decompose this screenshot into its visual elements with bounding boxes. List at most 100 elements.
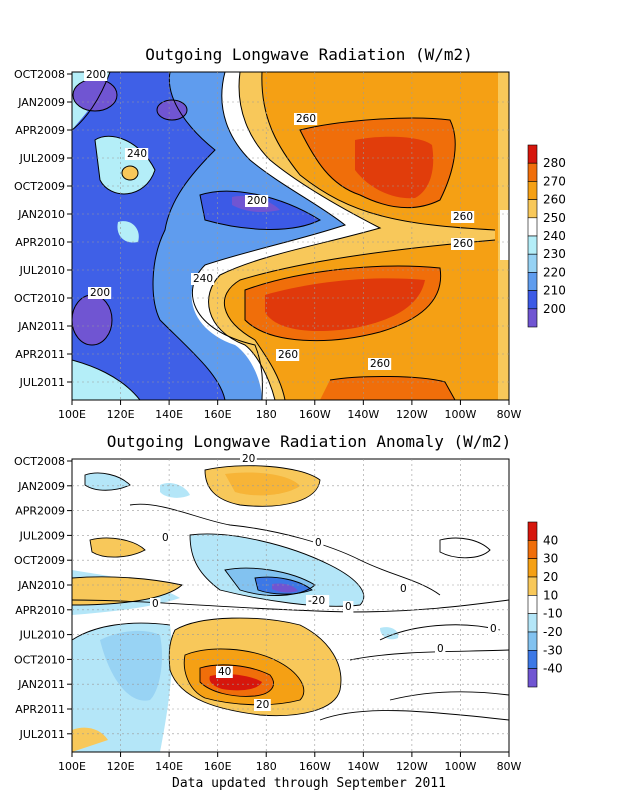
colorbar-label: 240 [543, 229, 566, 243]
olr-contour-labels: 200 200 200 240 240 260 260 260 260 260 [84, 69, 475, 370]
colorbar-label: 280 [543, 156, 566, 170]
anomaly-colorbar: 40 30 20 10 -10 -20 -30 -40 [527, 521, 563, 688]
contour-label: 0 [490, 623, 497, 635]
x-tick-label: 80W [497, 760, 522, 773]
contour-label: 0 [345, 601, 352, 613]
contour-label: 260 [453, 238, 473, 250]
y-tick-label: OCT2009 [14, 180, 65, 193]
chart-title-anomaly: Outgoing Longwave Radiation Anomaly (W/m… [106, 432, 512, 451]
x-tick-label: 100W [445, 760, 477, 773]
olr-axes: 100E 120E 140E 160E 180 160W 140W 120W 100W 80W OC… [14, 68, 522, 421]
x-tick-label: 120E [107, 760, 135, 773]
y-tick-label: OCT2009 [14, 554, 65, 567]
y-tick-label: JUL2009 [19, 529, 65, 542]
x-tick-label: 140E [155, 760, 183, 773]
y-tick-label: JAN2011 [17, 678, 65, 691]
colorbar-swatch [527, 253, 538, 273]
y-tick-label: APR2011 [15, 348, 65, 361]
olr-anomaly-field [72, 459, 509, 752]
colorbar-label: 270 [543, 174, 566, 188]
contour-label: 240 [193, 273, 213, 285]
x-tick-label: 140W [347, 760, 379, 773]
colorbar-label: 10 [543, 588, 558, 602]
contour-label-bg [245, 195, 269, 207]
colorbar-swatch [527, 595, 538, 614]
y-tick-label: APR2010 [15, 604, 65, 617]
colorbar-swatch [527, 199, 538, 219]
anomaly-frame [71, 458, 510, 753]
y-tick-label: JUL2010 [19, 629, 65, 642]
contour-label-bg [125, 148, 149, 160]
contour-label: 260 [370, 358, 390, 370]
x-tick-label: 100E [58, 760, 86, 773]
colorbar-label: 260 [543, 193, 566, 207]
contour-label-bg [368, 358, 392, 370]
olr-colorbar: 280 270 260 250 240 230 220 210 200 [527, 144, 566, 328]
colorbar-swatch [527, 631, 538, 651]
y-tick-label: JAN2009 [17, 96, 65, 109]
contour-label: 0 [437, 643, 444, 655]
colorbar-swatch [527, 144, 538, 164]
colorbar-label: 200 [543, 302, 566, 316]
colorbar-swatch [527, 576, 538, 596]
contour-label-bg [435, 643, 446, 655]
contour-label-bg [294, 113, 318, 125]
contour-label: 260 [453, 211, 473, 223]
colorbar-swatch [527, 235, 538, 255]
x-tick-label: 120W [396, 408, 428, 421]
colorbar-label: 40 [543, 533, 558, 547]
x-tick-label: 160E [204, 760, 232, 773]
colorbar-swatch [527, 558, 538, 578]
contour-label-bg [451, 238, 475, 250]
contour-label: 200 [86, 69, 106, 81]
y-tick-label: APR2011 [15, 703, 65, 716]
y-tick-label: OCT2010 [14, 292, 65, 305]
contour-label: 0 [152, 598, 159, 610]
x-tick-label: 160E [204, 408, 232, 421]
colorbar-swatch [527, 162, 538, 182]
chart-title-olr: Outgoing Longwave Radiation (W/m2) [145, 45, 473, 64]
colorbar-swatch [527, 181, 538, 200]
colorbar-swatch [527, 308, 538, 328]
y-tick-label: JAN2010 [17, 579, 65, 592]
x-tick-label: 100W [445, 408, 477, 421]
contour-label: 20 [256, 699, 269, 711]
contour-label-bg [451, 211, 475, 223]
x-tick-label: 180 [256, 760, 277, 773]
contour-label-bg [306, 595, 330, 607]
contour-label: 260 [278, 349, 298, 361]
contour-label-bg [313, 537, 324, 549]
anomaly-contour-labels: 20 0 0 0 -20 0 0 0 0 40 20 [150, 453, 499, 711]
x-tick-label: 120W [396, 760, 428, 773]
y-tick-label: JAN2010 [17, 208, 65, 221]
colorbar-label: 230 [543, 247, 566, 261]
contour-label: 240 [127, 148, 147, 160]
contour-label-bg [398, 583, 409, 595]
contour-label-bg [488, 623, 499, 635]
y-tick-label: JAN2011 [17, 320, 65, 333]
y-tick-label: JUL2009 [19, 152, 65, 165]
colorbar-swatch [527, 290, 538, 310]
colorbar-label: -40 [543, 662, 563, 676]
y-tick-label: APR2009 [15, 505, 65, 518]
contour-label-bg [150, 598, 161, 610]
olr-frame [71, 71, 510, 401]
x-tick-label: 80W [497, 408, 522, 421]
colorbar-label: 250 [543, 211, 566, 225]
footer-note: Data updated through September 2011 [172, 776, 446, 791]
colorbar-swatch [527, 540, 538, 559]
colorbar-label: 20 [543, 570, 558, 584]
x-tick-label: 100E [58, 408, 86, 421]
x-tick-label: 160W [299, 760, 331, 773]
contour-label-bg [84, 69, 108, 81]
colorbar-swatch [527, 613, 538, 633]
y-tick-label: JUL2011 [19, 376, 65, 389]
x-tick-label: 160W [299, 408, 331, 421]
contour-label: 0 [162, 532, 169, 544]
contour-label-bg [254, 699, 271, 711]
y-tick-label: APR2010 [15, 236, 65, 249]
colorbar-label: 220 [543, 265, 566, 279]
y-tick-label: OCT2008 [14, 68, 65, 81]
contour-label: -20 [308, 595, 325, 607]
